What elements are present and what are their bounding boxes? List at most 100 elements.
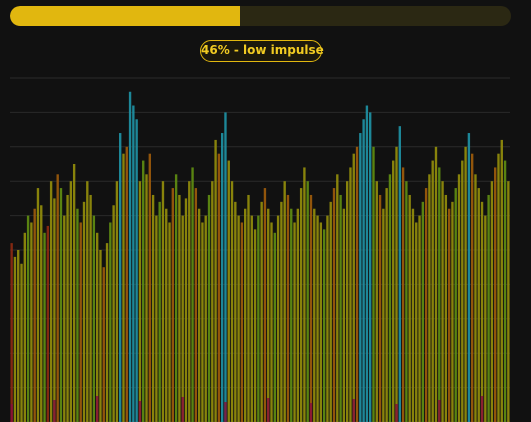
spectrum-bar-accent bbox=[480, 396, 484, 422]
spectrum-bar bbox=[477, 188, 480, 422]
spectrum-bar bbox=[296, 208, 300, 422]
spectrum-bar bbox=[244, 208, 247, 422]
spectrum-bar bbox=[20, 263, 23, 422]
spectrum-bar bbox=[63, 215, 66, 422]
spectrum-bar bbox=[105, 243, 109, 422]
spectrum-bar bbox=[494, 167, 497, 422]
impulse-progress-fill bbox=[10, 6, 241, 26]
spectrum-bar bbox=[145, 174, 148, 422]
spectrum-bar bbox=[92, 215, 96, 422]
spectrum-bar bbox=[102, 267, 105, 422]
spectrum-bar bbox=[283, 181, 286, 422]
spectrum-bar bbox=[23, 232, 26, 422]
spectrum-bar bbox=[451, 201, 454, 422]
spectrum-bar bbox=[326, 215, 329, 422]
spectrum-bar bbox=[155, 215, 158, 422]
spectrum-bar bbox=[467, 133, 471, 422]
spectrum-bar bbox=[36, 188, 40, 422]
impulse-progress-bar bbox=[10, 6, 511, 26]
spectrum-bar bbox=[332, 188, 336, 422]
spectrum-bar-accent bbox=[224, 402, 227, 422]
spectrum-bar bbox=[26, 215, 30, 422]
spectrum-bar bbox=[240, 222, 244, 422]
spectrum-bar-accent bbox=[138, 401, 142, 422]
spectrum-bar bbox=[329, 201, 332, 422]
impulse-status-badge: 46% - low impulse bbox=[200, 40, 324, 62]
spectrum-bar bbox=[204, 215, 207, 422]
spectrum-bar bbox=[214, 139, 217, 422]
spectrum-bar bbox=[411, 208, 415, 422]
spectrum-bar bbox=[181, 215, 184, 422]
spectrum-bar bbox=[428, 174, 431, 422]
spectrum-bar bbox=[457, 174, 461, 422]
spectrum-bar bbox=[89, 194, 92, 422]
spectrum-bar bbox=[40, 205, 43, 422]
spectrum-bar bbox=[250, 215, 253, 422]
spectrum-bar bbox=[234, 201, 237, 422]
spectrum-bar bbox=[355, 146, 359, 422]
spectrum-bar bbox=[247, 194, 250, 422]
spectrum-bar-accent bbox=[53, 400, 56, 422]
spectrum-bar bbox=[382, 208, 385, 422]
spectrum-bar bbox=[59, 188, 63, 422]
spectrum-bar bbox=[33, 208, 36, 422]
spectrum-bar bbox=[174, 174, 178, 422]
spectrum-bar bbox=[362, 119, 365, 422]
spectrum-bar bbox=[316, 215, 319, 422]
impulse-spectrum-svg bbox=[10, 77, 510, 422]
spectrum-bar bbox=[194, 188, 198, 422]
spectrum-bar bbox=[109, 222, 112, 422]
spectrum-bar-accent bbox=[267, 398, 270, 422]
spectrum-bar bbox=[201, 222, 204, 422]
spectrum-bar bbox=[464, 146, 467, 422]
spectrum-bar bbox=[369, 112, 372, 422]
spectrum-bar bbox=[401, 167, 405, 422]
spectrum-bar bbox=[352, 153, 355, 422]
spectrum-bar bbox=[115, 181, 119, 422]
spectrum-bar bbox=[263, 188, 267, 422]
impulse-spectrum-chart bbox=[0, 72, 531, 422]
spectrum-bar bbox=[125, 146, 128, 422]
spectrum-bar-accent bbox=[395, 404, 398, 422]
spectrum-bar bbox=[69, 181, 73, 422]
spectrum-bar bbox=[319, 222, 323, 422]
spectrum-bar bbox=[66, 194, 69, 422]
spectrum-bar bbox=[53, 198, 56, 422]
spectrum-bar bbox=[359, 133, 362, 422]
spectrum-bar bbox=[434, 146, 438, 422]
spectrum-bar bbox=[72, 164, 76, 422]
chart-bars bbox=[10, 91, 510, 422]
spectrum-bar bbox=[220, 133, 224, 422]
spectrum-bar bbox=[30, 222, 33, 422]
spectrum-bar bbox=[158, 201, 161, 422]
spectrum-bar bbox=[207, 194, 211, 422]
spectrum-bar bbox=[43, 232, 46, 422]
spectrum-bar bbox=[86, 181, 89, 422]
spectrum-bar bbox=[474, 174, 477, 422]
spectrum-bar bbox=[230, 181, 234, 422]
spectrum-bar bbox=[286, 194, 290, 422]
spectrum-bar bbox=[345, 181, 349, 422]
spectrum-bar-accent bbox=[438, 400, 441, 422]
spectrum-bar bbox=[372, 146, 375, 422]
spectrum-bar-accent bbox=[181, 397, 184, 422]
spectrum-bar bbox=[270, 222, 273, 422]
spectrum-bar bbox=[82, 201, 86, 422]
spectrum-bar bbox=[138, 181, 142, 422]
spectrum-bar bbox=[13, 256, 17, 422]
spectrum-bar bbox=[56, 174, 59, 422]
spectrum-bar bbox=[405, 181, 408, 422]
spectrum-bar bbox=[441, 181, 444, 422]
spectrum-bar bbox=[290, 208, 293, 422]
spectrum-bar bbox=[454, 188, 457, 422]
spectrum-bar bbox=[424, 188, 428, 422]
spectrum-bar bbox=[398, 126, 401, 422]
spectrum-bar bbox=[76, 208, 79, 422]
spectrum-bar bbox=[378, 194, 382, 422]
spectrum-bar bbox=[418, 215, 421, 422]
spectrum-bar bbox=[161, 181, 165, 422]
spectrum-bar bbox=[339, 194, 342, 422]
spectrum-bar bbox=[470, 153, 474, 422]
spectrum-bar bbox=[500, 139, 503, 422]
